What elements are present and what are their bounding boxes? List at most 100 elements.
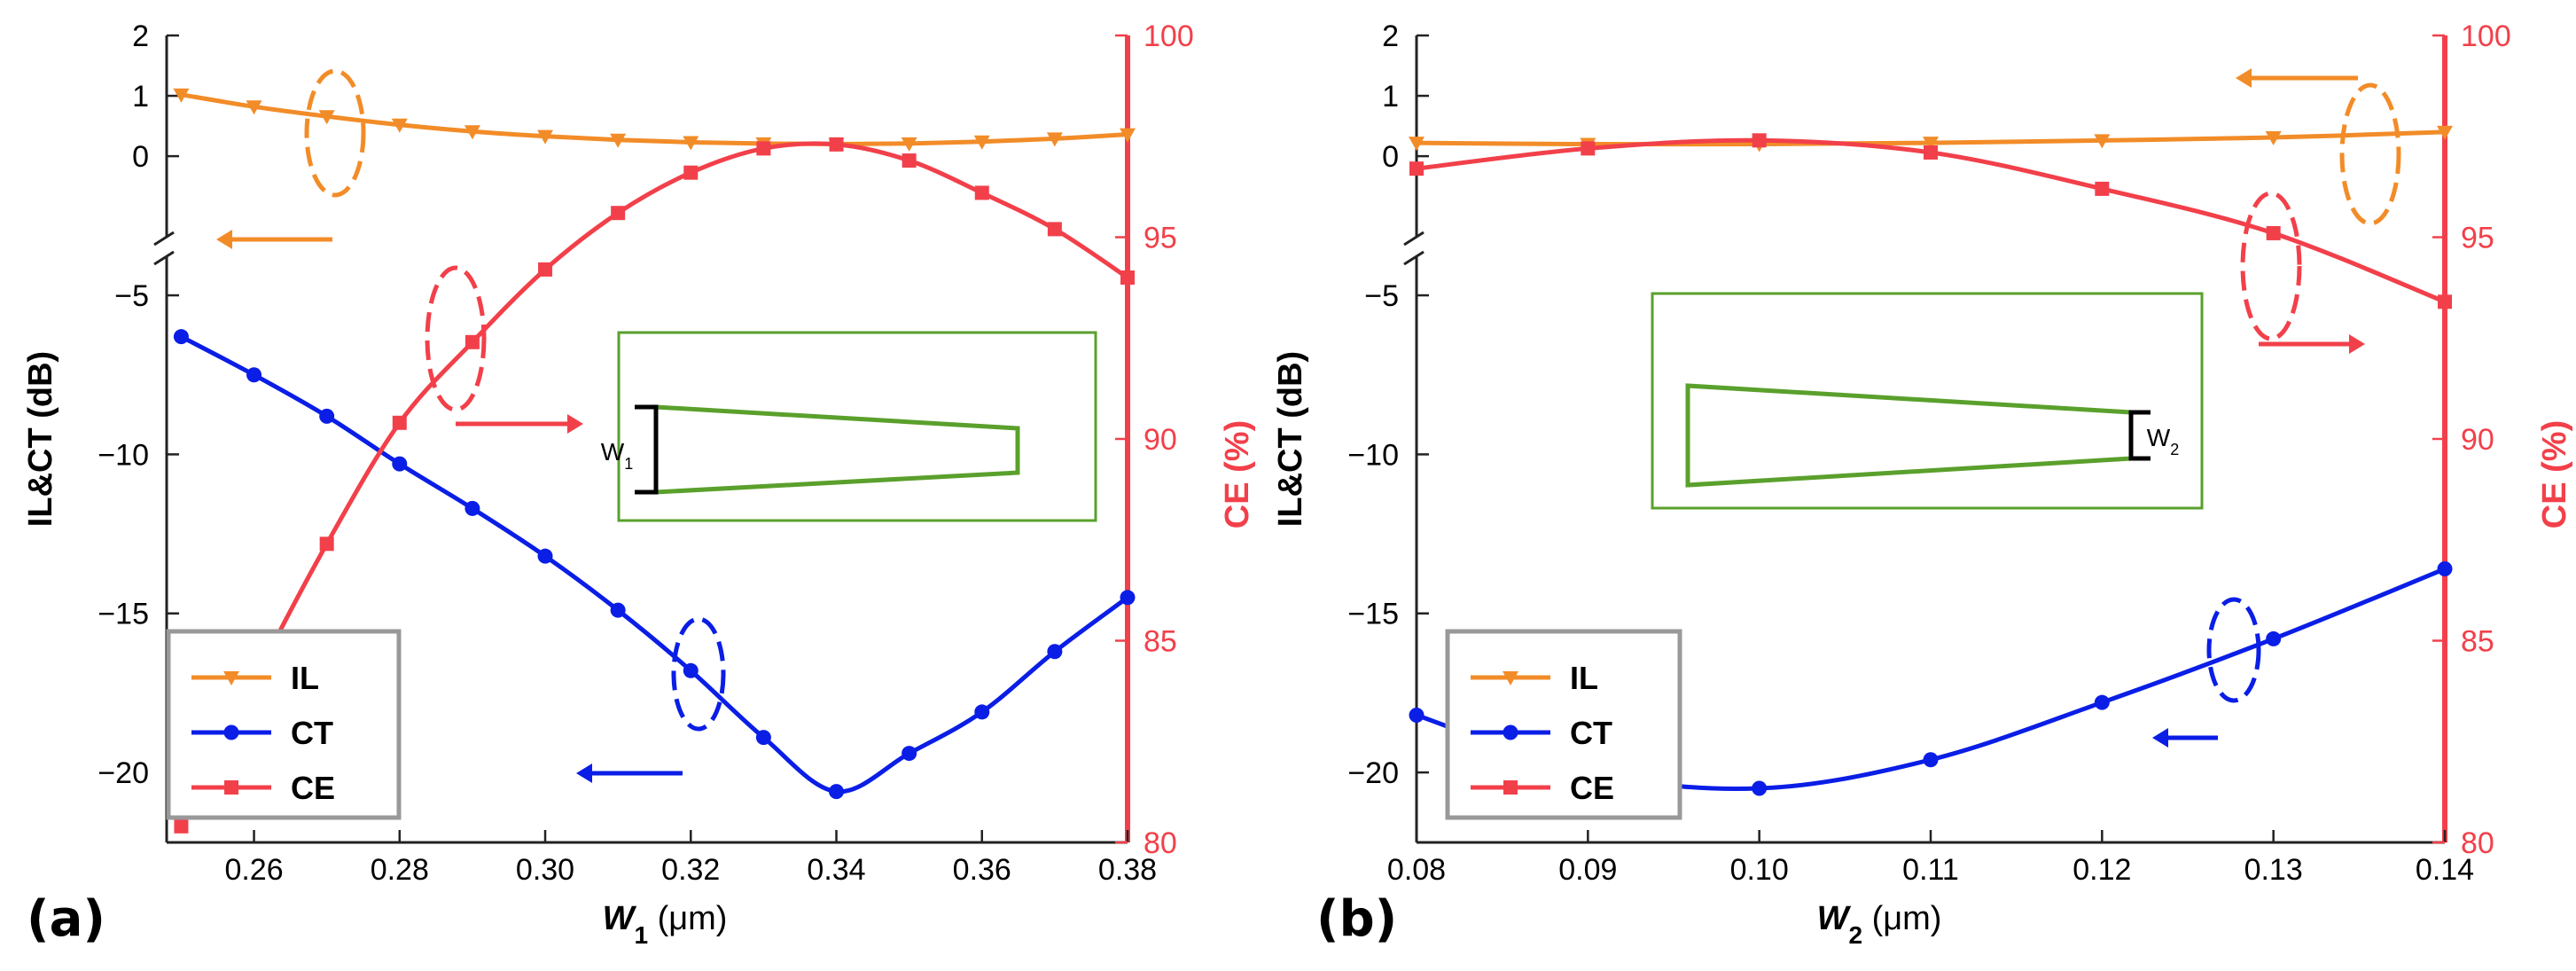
data-point-ce: [974, 185, 989, 200]
y-tick-label: −20: [98, 756, 149, 790]
inset-width-var: W: [2147, 424, 2171, 451]
legend-marker-il: [1503, 671, 1518, 685]
x-tick-label: 0.34: [807, 853, 865, 887]
x-axis-label-unit: (μm): [648, 900, 727, 937]
y-right-tick-label: 85: [1144, 625, 1177, 659]
axis-break-mark: [1403, 231, 1425, 247]
annotation-ellipse-ce: [425, 265, 487, 412]
data-point-il: [901, 137, 917, 152]
data-point-ce: [1924, 145, 1938, 160]
inset: W1: [601, 331, 1097, 522]
data-point-ce: [2266, 225, 2281, 240]
data-point-ce: [1120, 270, 1135, 285]
legend-marker-ct: [1503, 724, 1518, 740]
x-tick-label: 0.08: [1387, 853, 1446, 887]
data-point-ce: [756, 141, 771, 156]
data-point-il: [973, 135, 990, 150]
y-right-tick-label: 100: [2461, 20, 2511, 53]
width-bracket: [635, 404, 659, 495]
annotation-ellipse-ct: [671, 616, 726, 732]
y-tick-label: 1: [1382, 80, 1399, 114]
width-bracket: [2128, 410, 2151, 461]
axis-break-mark: [153, 231, 175, 247]
data-point-il: [537, 129, 554, 145]
data-point-ce: [683, 165, 699, 180]
data-point-ce: [902, 153, 917, 168]
data-point-il: [1120, 128, 1136, 143]
data-point-ce: [1409, 161, 1424, 176]
inset: W2: [1651, 292, 2204, 510]
data-point-ct: [246, 367, 262, 383]
data-point-ce: [829, 137, 844, 152]
legend-marker-il: [223, 671, 239, 685]
panel-label: (a): [27, 890, 105, 948]
legend-marker-ce: [1503, 780, 1518, 795]
data-point-il: [1409, 137, 1425, 152]
inset-width-sub: 1: [624, 455, 633, 473]
data-point-il: [610, 133, 627, 148]
data-point-ct: [464, 500, 480, 516]
inset-width-var: W: [601, 438, 625, 466]
annotation-ellipse-il: [304, 68, 366, 198]
data-point-ct: [829, 784, 845, 800]
data-point-ct: [2266, 630, 2282, 646]
inset-width-label: W1: [601, 438, 633, 473]
y-right-tick-label: 85: [2461, 625, 2494, 659]
data-point-ce: [538, 262, 553, 277]
annotation-arrow-il-head: [216, 230, 232, 249]
data-point-ct: [1409, 708, 1425, 724]
legend: IL CT CE: [166, 629, 402, 820]
x-tick-label: 0.26: [224, 853, 283, 887]
data-point-ct: [1752, 780, 1768, 796]
data-point-il: [2094, 134, 2111, 149]
y-tick-label: 0: [1382, 140, 1399, 174]
legend-label-ce: CE: [1570, 770, 1614, 806]
data-point-ce: [1581, 141, 1596, 156]
annotation-ellipse-ct: [2206, 597, 2261, 703]
legend-label-il: IL: [291, 660, 319, 696]
annotation-arrow-ct-head: [576, 763, 592, 783]
x-axis-label-sub: 1: [634, 921, 648, 949]
x-tick-label: 0.38: [1098, 853, 1157, 887]
y-tick-label: −10: [98, 438, 149, 472]
series-line-ce: [1416, 137, 2446, 304]
data-point-ct: [173, 329, 189, 345]
y-tick-label: −20: [1347, 756, 1399, 790]
y-right-tick-label: 80: [2461, 826, 2494, 860]
data-point-ce: [1047, 222, 1062, 237]
annotation-ellipse-il: [2339, 82, 2401, 226]
data-point-il: [2265, 131, 2282, 146]
y-axis-label-right: CE (%): [1219, 420, 1256, 529]
data-point-il: [1923, 137, 1939, 152]
data-point-il: [173, 88, 190, 103]
data-point-ce: [392, 415, 407, 430]
x-tick-label: 0.11: [1902, 853, 1959, 887]
y-tick-label: 1: [132, 80, 149, 114]
y-tick-label: −15: [1347, 598, 1399, 631]
data-point-ct: [974, 704, 990, 720]
y-right-tick-label: 90: [1144, 423, 1177, 457]
data-point-il: [391, 118, 408, 133]
panel-b: 0.08 0.09 0.10 0.11 0.12 0.13 0.14 2 1 0 −5 −10 −15 −…: [1272, 20, 2573, 949]
annotation-arrow-ce-head: [567, 414, 583, 434]
x-axis-label-var: W: [603, 900, 637, 937]
data-point-ce: [1752, 133, 1767, 148]
x-axis-label: W2 (μm): [1817, 900, 1942, 949]
data-point-il: [2437, 125, 2453, 140]
y-tick-label: −15: [98, 598, 149, 631]
x-axis-label: W1 (μm): [603, 900, 728, 949]
panel-label: (b): [1316, 890, 1397, 948]
panel-a: 0.26 0.28 0.30 0.32 0.34 0.36 0.38 2 1 0 −5 −10 −15 −…: [22, 20, 1256, 949]
y-right-tick-label: 80: [1144, 826, 1177, 860]
annotation-arrow-il-head: [2236, 68, 2252, 88]
data-point-il: [1046, 132, 1063, 147]
data-point-ct: [1923, 752, 1939, 768]
x-tick-label: 0.36: [953, 853, 1011, 887]
data-point-ct: [1047, 644, 1063, 660]
data-point-ct: [392, 456, 408, 472]
y-axis-label-left: IL&CT (dB): [1272, 351, 1309, 527]
y-tick-label: 2: [132, 20, 149, 53]
y-right-tick-label: 95: [2461, 222, 2494, 255]
data-point-ce: [174, 818, 189, 834]
